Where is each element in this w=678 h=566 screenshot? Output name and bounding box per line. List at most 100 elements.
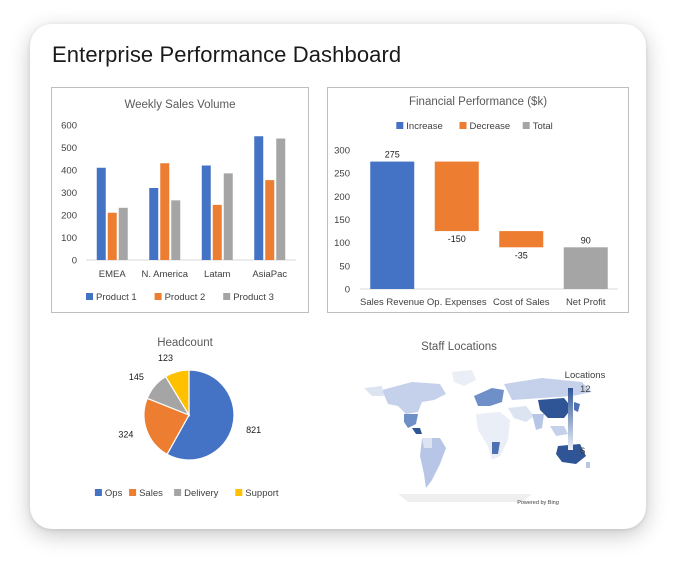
bar-product-1[interactable]	[96, 167, 106, 260]
map-russia[interactable]	[504, 378, 592, 400]
y-tick-label: 0	[72, 256, 77, 267]
x-tick-label: Latam	[204, 269, 230, 280]
bar-product-2[interactable]	[265, 180, 275, 260]
bar-product-1[interactable]	[254, 136, 264, 260]
y-tick-label: 400	[61, 166, 77, 177]
legend-label: Product 1	[96, 292, 137, 303]
map-north-america[interactable]	[382, 382, 446, 414]
map-europe[interactable]	[474, 388, 504, 406]
bar-product-2[interactable]	[160, 163, 170, 260]
legend-swatch	[522, 122, 530, 129]
bar-product-3[interactable]	[118, 207, 128, 260]
map-greenland[interactable]	[452, 370, 476, 386]
legend-label: Decrease	[470, 121, 511, 132]
x-tick-label: Sales Revenue	[360, 297, 424, 308]
legend-swatch	[174, 489, 182, 496]
data-label: 275	[385, 150, 400, 160]
x-tick-label: N. America	[142, 269, 189, 280]
y-tick-label: 200	[334, 192, 350, 203]
data-label: -35	[515, 250, 528, 260]
y-tick-label: 300	[61, 188, 77, 199]
legend-swatch	[86, 293, 93, 300]
legend-label: Product 2	[165, 292, 206, 303]
map-mexico[interactable]	[404, 414, 418, 428]
legend-swatch	[223, 293, 231, 300]
legend-swatch	[235, 489, 243, 496]
staff-locations-map[interactable]: Staff Locations	[342, 330, 620, 515]
map-india[interactable]	[532, 414, 544, 430]
bar-product-3[interactable]	[171, 200, 181, 260]
pie-data-label: 821	[246, 425, 261, 435]
headcount-title: Headcount	[157, 337, 213, 349]
x-tick-label: Cost of Sales	[493, 297, 550, 308]
bar-product-1[interactable]	[201, 165, 211, 261]
data-label: -150	[448, 234, 466, 244]
pie-slice-support[interactable]	[164, 369, 190, 418]
legend-swatch	[94, 489, 102, 496]
waterfall-bar-increase[interactable]	[370, 161, 415, 289]
legend-label: Product 3	[233, 292, 274, 303]
map-central-america[interactable]	[412, 428, 422, 434]
waterfall-bar-decrease[interactable]	[434, 161, 479, 232]
y-tick-label: 100	[61, 233, 77, 244]
map-south-america[interactable]	[420, 438, 446, 488]
bar-product-2[interactable]	[107, 212, 117, 260]
x-tick-label: EMEA	[99, 269, 127, 280]
legend-swatch	[396, 122, 404, 129]
pie-slice-ops[interactable]	[166, 369, 235, 461]
weekly-sales-svg: Weekly Sales Volume 0 100 200 300 400 500 600 E…	[61, 99, 296, 303]
map-alaska[interactable]	[364, 386, 384, 396]
y-tick-label: 100	[334, 238, 350, 249]
world-map[interactable]	[364, 370, 592, 502]
bar-product-3[interactable]	[223, 173, 233, 260]
y-tick-label: 0	[345, 285, 350, 296]
staff-locations-svg: Staff Locations	[364, 341, 606, 506]
legend-swatch	[129, 489, 137, 496]
financial-performance-title: Financial Performance ($k)	[409, 96, 547, 108]
bar-product-2[interactable]	[212, 204, 222, 260]
map-scale-max: 12	[580, 384, 591, 395]
financial-performance-svg: Financial Performance ($k) 0 50 100 150 200 2…	[334, 96, 618, 308]
legend-swatch	[154, 293, 162, 300]
legend-label: Total	[533, 121, 553, 132]
map-china[interactable]	[538, 398, 572, 418]
waterfall-bar-decrease[interactable]	[499, 231, 544, 248]
bar-product-3[interactable]	[276, 138, 286, 261]
map-southern-africa[interactable]	[492, 442, 500, 454]
map-scale-bar	[568, 388, 573, 450]
headcount-svg: Headcount 821 324 145 123 Ops Sales Delivery Su…	[94, 337, 279, 499]
y-tick-label: 600	[61, 121, 77, 132]
map-scale-title: Locations	[565, 370, 606, 381]
legend-label: Support	[245, 488, 279, 499]
map-southeast-asia[interactable]	[550, 426, 568, 436]
y-tick-label: 50	[339, 261, 350, 272]
pie-slice-sales[interactable]	[143, 397, 190, 456]
map-africa[interactable]	[476, 412, 510, 460]
waterfall-bar-total[interactable]	[563, 247, 608, 289]
y-tick-label: 200	[61, 211, 77, 222]
map-new-zealand[interactable]	[586, 462, 590, 468]
x-tick-label: Net Profit	[566, 297, 606, 308]
x-tick-label: Op. Expenses	[427, 297, 487, 308]
pie-data-label: 324	[118, 430, 133, 440]
dashboard-card: Enterprise Performance Dashboard Weekly …	[30, 24, 646, 529]
x-tick-label: AsiaPac	[252, 269, 287, 280]
financial-performance-chart[interactable]: Financial Performance ($k) 0 50 100 150 200 2…	[327, 87, 629, 313]
map-australia[interactable]	[556, 444, 586, 464]
map-scale-min: 6	[580, 446, 585, 457]
dashboard-title: Enterprise Performance Dashboard	[52, 42, 402, 67]
weekly-sales-chart[interactable]: Weekly Sales Volume 0 100 200 300 400 500 600 E…	[51, 87, 309, 313]
legend-label: Sales	[139, 488, 163, 499]
pie-data-label: 123	[158, 353, 173, 363]
y-tick-label: 300	[334, 146, 350, 157]
pie-data-label: 145	[129, 372, 144, 382]
map-middle-east[interactable]	[508, 406, 534, 422]
staff-locations-title: Staff Locations	[421, 341, 497, 353]
map-attribution: Powered by Bing	[517, 500, 559, 506]
bar-product-1[interactable]	[149, 188, 159, 260]
y-tick-label: 250	[334, 169, 350, 180]
map-antarctica	[398, 494, 532, 502]
map-colombia[interactable]	[422, 438, 432, 448]
map-japan[interactable]	[574, 402, 580, 412]
headcount-chart[interactable]: Headcount 821 324 145 123 Ops Sales Delivery Su…	[85, 330, 285, 515]
